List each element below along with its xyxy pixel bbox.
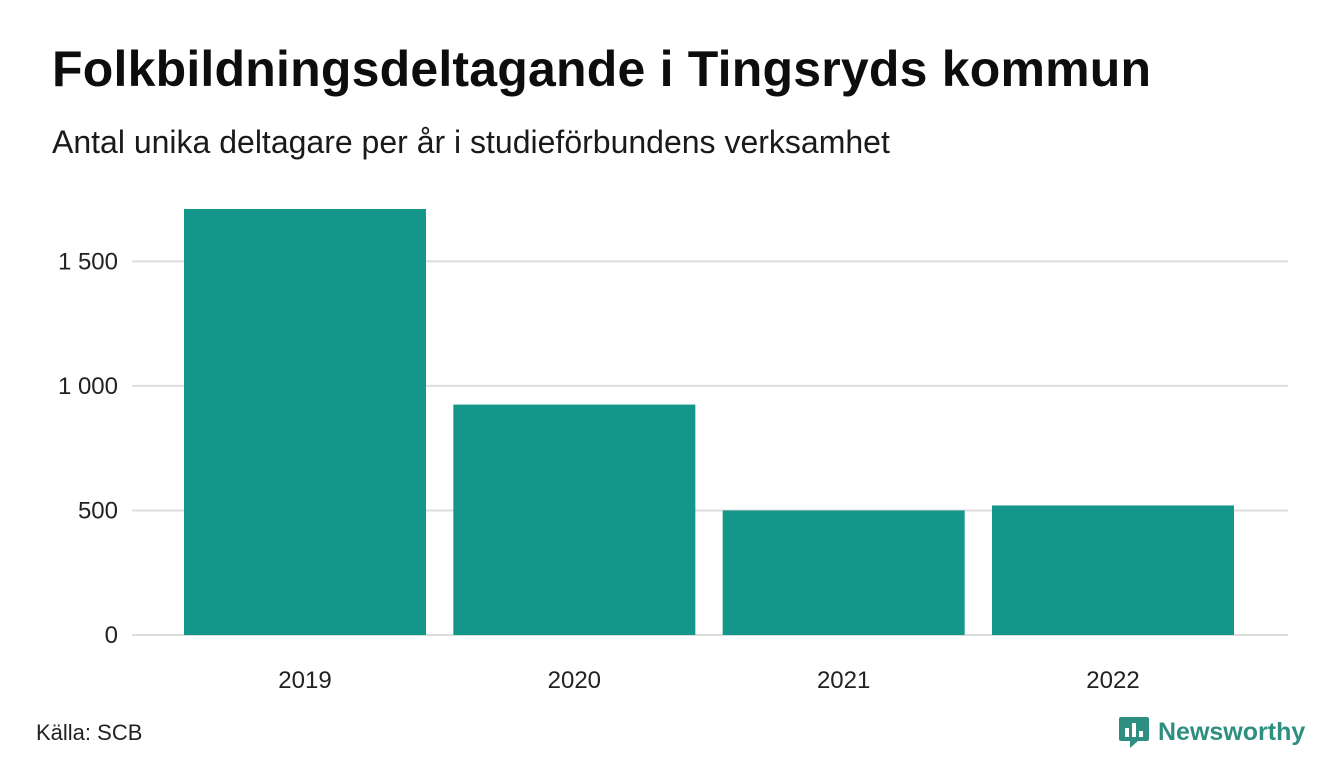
y-tick-label: 0 <box>105 622 118 649</box>
brand-logo[interactable]: Newsworthy <box>1118 714 1305 750</box>
chart-title: Folkbildningsdeltagande i Tingsryds komm… <box>52 41 1152 97</box>
y-axis-ticks: 0 500 1 000 1 500 <box>58 248 118 649</box>
x-tick-label: 2022 <box>1086 667 1139 694</box>
bar-2022 <box>991 505 1234 635</box>
x-axis-ticks: 2019 2020 2021 2022 <box>278 667 1139 694</box>
bar-2021 <box>722 510 965 635</box>
source-label: Källa: SCB <box>36 720 143 745</box>
bar-2020 <box>453 404 696 635</box>
bars <box>184 209 1234 635</box>
x-tick-label: 2021 <box>817 667 870 694</box>
x-tick-label: 2019 <box>278 667 331 694</box>
chart-subtitle: Antal unika deltagare per år i studieför… <box>52 124 890 160</box>
y-tick-label: 500 <box>78 497 118 524</box>
y-tick-label: 1 500 <box>58 248 118 275</box>
bar-2019 <box>184 209 426 635</box>
brand-name: Newsworthy <box>1158 717 1306 746</box>
x-tick-label: 2020 <box>548 667 601 694</box>
y-tick-label: 1 000 <box>58 373 118 400</box>
newsworthy-logo-icon <box>1119 717 1149 748</box>
